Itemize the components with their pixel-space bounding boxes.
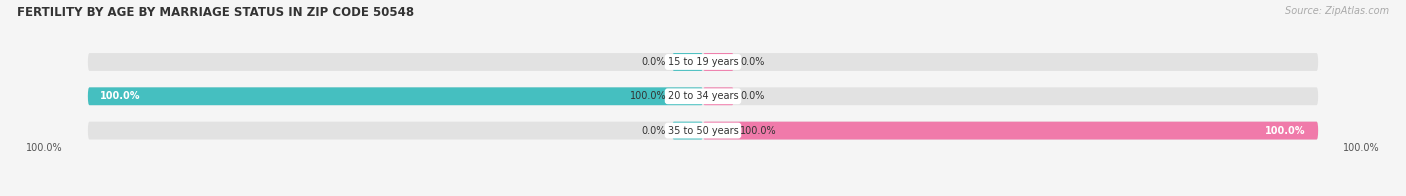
Text: 100.0%: 100.0% — [630, 91, 666, 101]
Text: 15 to 19 years: 15 to 19 years — [668, 57, 738, 67]
FancyBboxPatch shape — [87, 122, 1319, 140]
Text: 0.0%: 0.0% — [740, 91, 765, 101]
Text: 100.0%: 100.0% — [740, 126, 776, 136]
FancyBboxPatch shape — [672, 122, 703, 140]
FancyBboxPatch shape — [87, 87, 1319, 105]
Text: 100.0%: 100.0% — [1343, 143, 1379, 153]
Text: 100.0%: 100.0% — [100, 91, 141, 101]
Text: 0.0%: 0.0% — [641, 126, 666, 136]
Text: 35 to 50 years: 35 to 50 years — [668, 126, 738, 136]
FancyBboxPatch shape — [87, 87, 703, 105]
Text: 0.0%: 0.0% — [740, 57, 765, 67]
Text: 100.0%: 100.0% — [1265, 126, 1306, 136]
FancyBboxPatch shape — [672, 53, 703, 71]
Text: FERTILITY BY AGE BY MARRIAGE STATUS IN ZIP CODE 50548: FERTILITY BY AGE BY MARRIAGE STATUS IN Z… — [17, 6, 413, 19]
Text: 100.0%: 100.0% — [27, 143, 63, 153]
FancyBboxPatch shape — [87, 53, 1319, 71]
FancyBboxPatch shape — [703, 122, 1319, 140]
Text: 20 to 34 years: 20 to 34 years — [668, 91, 738, 101]
Text: Source: ZipAtlas.com: Source: ZipAtlas.com — [1285, 6, 1389, 16]
Text: 0.0%: 0.0% — [641, 57, 666, 67]
FancyBboxPatch shape — [703, 53, 734, 71]
FancyBboxPatch shape — [703, 87, 734, 105]
